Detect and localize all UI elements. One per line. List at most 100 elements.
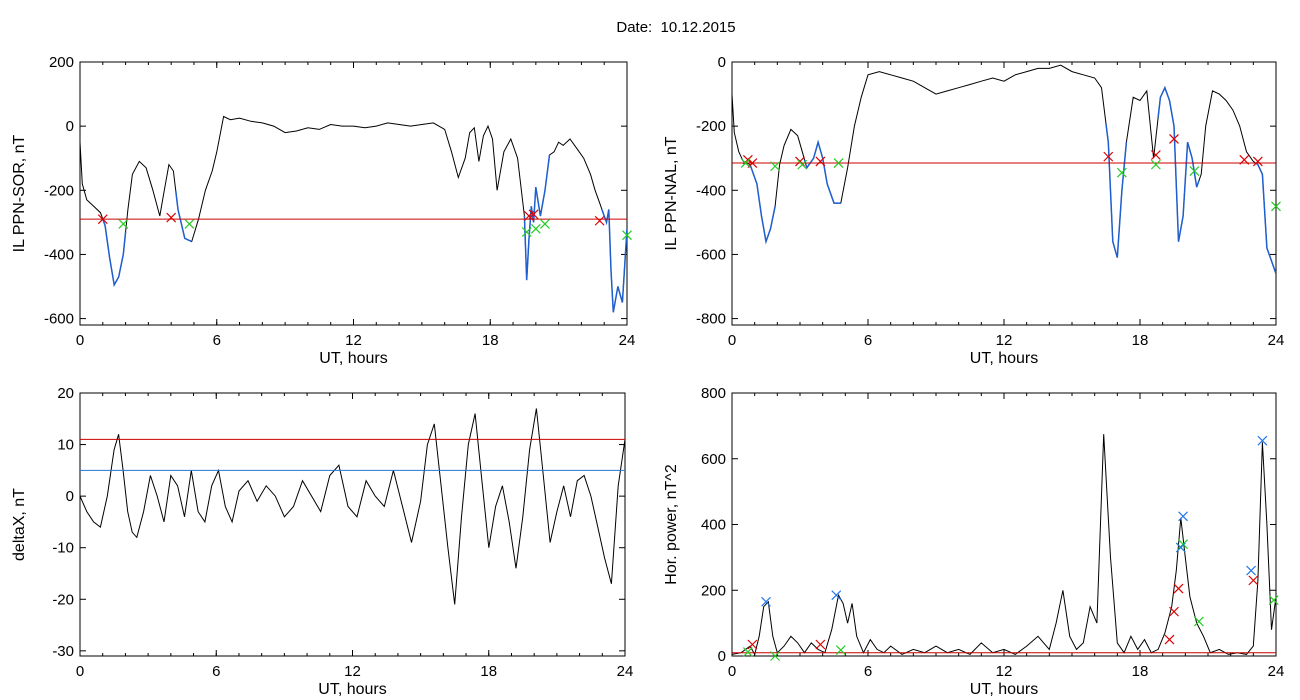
marker-red [1169, 606, 1179, 617]
y-tick-label: 200 [49, 54, 74, 71]
series-line [80, 115, 627, 313]
marker-green [740, 158, 751, 168]
y-axis-title: IL PPN-SOR, nT [11, 134, 28, 252]
y-tick-label: 200 [701, 582, 726, 599]
marker-green [770, 651, 780, 661]
series-line [732, 434, 1276, 656]
y-tick-label: -400 [696, 182, 726, 199]
plot-frame [79, 392, 626, 657]
marker-blue [831, 590, 842, 601]
x-tick-label: 0 [76, 663, 84, 680]
x-tick-label: 24 [1268, 332, 1285, 349]
x-tick-label: 6 [212, 663, 220, 680]
highlight-segment [1105, 123, 1128, 258]
marker-blue [761, 596, 771, 607]
x-tick-label: 18 [1132, 332, 1149, 349]
y-tick-label: -600 [44, 311, 74, 328]
marker-blue [1257, 435, 1268, 446]
highlight-segment [174, 190, 193, 243]
highlight-segment [601, 209, 627, 313]
plot-frame [731, 392, 1277, 657]
marker-green [1116, 167, 1127, 178]
marker-green [1268, 595, 1279, 606]
y-tick-label: 0 [718, 648, 726, 665]
panel-nal: 0 6 12 18 24 -800 -600 -400 -200 0 UT, hours IL PPN… [663, 54, 1284, 367]
marker-green [530, 223, 541, 234]
marker-red [1150, 150, 1161, 160]
plot-frame [731, 61, 1277, 326]
marker-green [540, 219, 550, 229]
x-tick-label: 0 [76, 332, 84, 349]
marker-red [166, 212, 177, 223]
marker-red [1103, 151, 1114, 162]
y-tick-label: -10 [52, 540, 74, 557]
marker-green [118, 219, 129, 229]
y-tick-label: -20 [52, 591, 74, 608]
marker-green [742, 647, 753, 657]
x-tick-label: 24 [1268, 663, 1285, 680]
marker-green [1150, 159, 1161, 170]
marker-red [1248, 575, 1259, 586]
marker-green [797, 159, 808, 170]
marker-green [833, 158, 844, 168]
marker-green [1194, 616, 1204, 627]
y-tick-label: 600 [701, 451, 726, 468]
x-tick-label: 6 [864, 663, 872, 680]
series-line [732, 64, 1276, 274]
marker-blue [1246, 565, 1256, 576]
panel-sor: 0 6 12 18 24 -600 -400 -200 0 200 UT, hours IL PPN-… [11, 54, 635, 367]
marker-green [622, 230, 632, 241]
highlight-segment [1255, 162, 1276, 274]
plot-area [732, 64, 1276, 274]
x-tick-label: 18 [480, 663, 497, 680]
y-tick-label: -200 [696, 118, 726, 135]
highlight-segment [803, 139, 841, 204]
marker-red [97, 214, 108, 225]
panel-power: 0 6 12 18 24 0 200 400 600 800 UT, hours Hor. power… [663, 385, 1284, 698]
x-tick-label: 12 [996, 663, 1013, 680]
panel-deltax: 0 6 12 18 24 -30 -20 -10 0 10 20 UT, hours deltaX, n… [11, 385, 633, 698]
x-tick-label: 6 [864, 332, 872, 349]
y-tick-label: -600 [696, 246, 726, 263]
y-tick-label: 0 [718, 54, 726, 71]
y-tick-label: 20 [57, 385, 74, 402]
marker-red [1173, 583, 1184, 594]
marker-blue [1178, 511, 1188, 522]
marker-red [815, 156, 826, 167]
x-tick-label: 24 [619, 332, 636, 349]
marker-green [1271, 201, 1281, 212]
marker-green [1189, 166, 1200, 176]
x-tick-label: 12 [996, 332, 1013, 349]
y-tick-label: 400 [701, 517, 726, 534]
x-tick-label: 12 [345, 332, 362, 349]
y-tick-label: -800 [696, 311, 726, 328]
marker-blue [1175, 542, 1186, 553]
x-tick-label: 18 [482, 332, 499, 349]
x-axis-title: UT, hours [319, 350, 387, 367]
marker-green [521, 227, 532, 237]
highlight-segment [102, 218, 127, 288]
y-tick-label: 800 [701, 385, 726, 402]
y-tick-label: 10 [57, 437, 74, 454]
marker-red [747, 639, 758, 650]
marker-red [1169, 134, 1179, 144]
highlight-segment [523, 154, 551, 281]
marker-green [184, 219, 195, 229]
y-tick-label: 0 [66, 488, 74, 505]
marker-red [1252, 156, 1263, 167]
figure-title: Date: 10.12.2015 [616, 19, 736, 36]
y-axis-title: IL PPN-NAL, nT [663, 136, 680, 250]
y-tick-label: 0 [66, 118, 74, 135]
marker-green [835, 645, 846, 656]
highlight-segment [1157, 85, 1200, 242]
y-axis-title: deltaX, nT [11, 488, 28, 561]
x-tick-label: 6 [213, 332, 221, 349]
x-axis-title: UT, hours [970, 681, 1038, 698]
x-tick-label: 12 [344, 663, 361, 680]
marker-red [1239, 154, 1250, 165]
x-axis-title: UT, hours [970, 350, 1038, 367]
x-axis-title: UT, hours [318, 681, 386, 698]
plot-area [80, 115, 627, 313]
marker-red [528, 209, 539, 220]
